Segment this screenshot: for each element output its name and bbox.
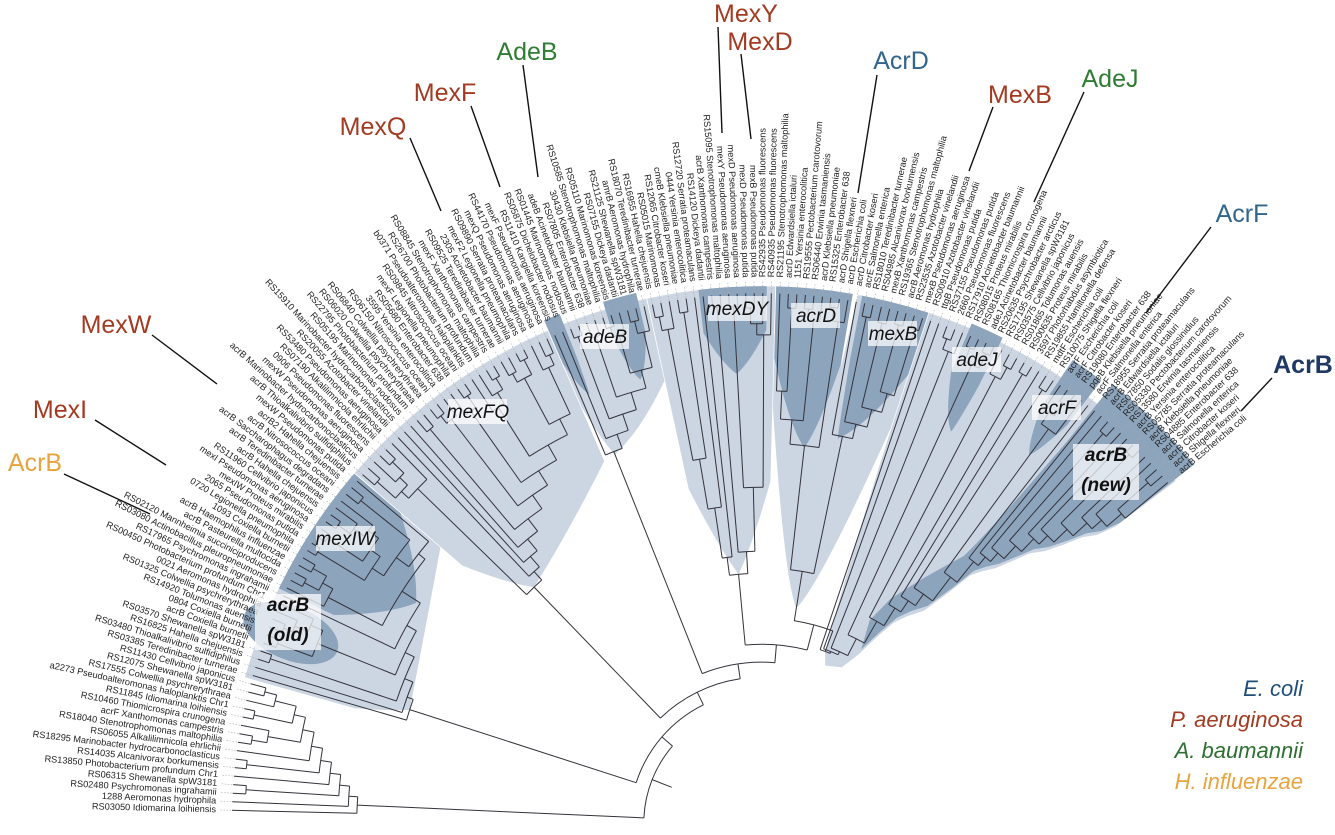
svg-text:adeB: adeB: [583, 327, 628, 348]
svg-text:acrB: acrB: [267, 595, 310, 616]
svg-text:AcrD: AcrD: [873, 47, 929, 75]
svg-text:H. influenzae: H. influenzae: [1175, 769, 1303, 794]
svg-text:MexF: MexF: [414, 79, 477, 107]
svg-text:MexW: MexW: [81, 311, 152, 339]
svg-text:acrB: acrB: [1085, 445, 1128, 466]
svg-text:mexIW: mexIW: [315, 529, 376, 550]
svg-text:mexFQ: mexFQ: [447, 402, 510, 423]
svg-text:MexI: MexI: [33, 396, 87, 424]
svg-text:MexQ: MexQ: [340, 113, 407, 141]
svg-text:MexB: MexB: [988, 81, 1052, 109]
svg-text:AdeJ: AdeJ: [1082, 65, 1139, 93]
svg-text:AdeB: AdeB: [496, 38, 557, 66]
svg-text:MexD: MexD: [727, 28, 792, 56]
svg-text:adeJ: adeJ: [956, 350, 998, 371]
svg-text:acrD: acrD: [796, 306, 836, 327]
svg-text:mexB: mexB: [869, 324, 918, 345]
svg-text:(old): (old): [267, 625, 308, 646]
svg-text:P. aeruginosa: P. aeruginosa: [1170, 707, 1303, 732]
svg-text:AcrF: AcrF: [1216, 200, 1269, 228]
svg-text:E. coli: E. coli: [1243, 676, 1304, 701]
svg-text:MexY: MexY: [714, 0, 778, 28]
svg-text:acrF: acrF: [1038, 398, 1077, 419]
svg-text:mexDY: mexDY: [706, 299, 770, 320]
svg-text:AcrB: AcrB: [8, 449, 62, 477]
svg-text:AcrB: AcrB: [1273, 351, 1333, 379]
svg-text:A. baumannii: A. baumannii: [1173, 738, 1305, 763]
svg-text:(new): (new): [1081, 475, 1131, 496]
